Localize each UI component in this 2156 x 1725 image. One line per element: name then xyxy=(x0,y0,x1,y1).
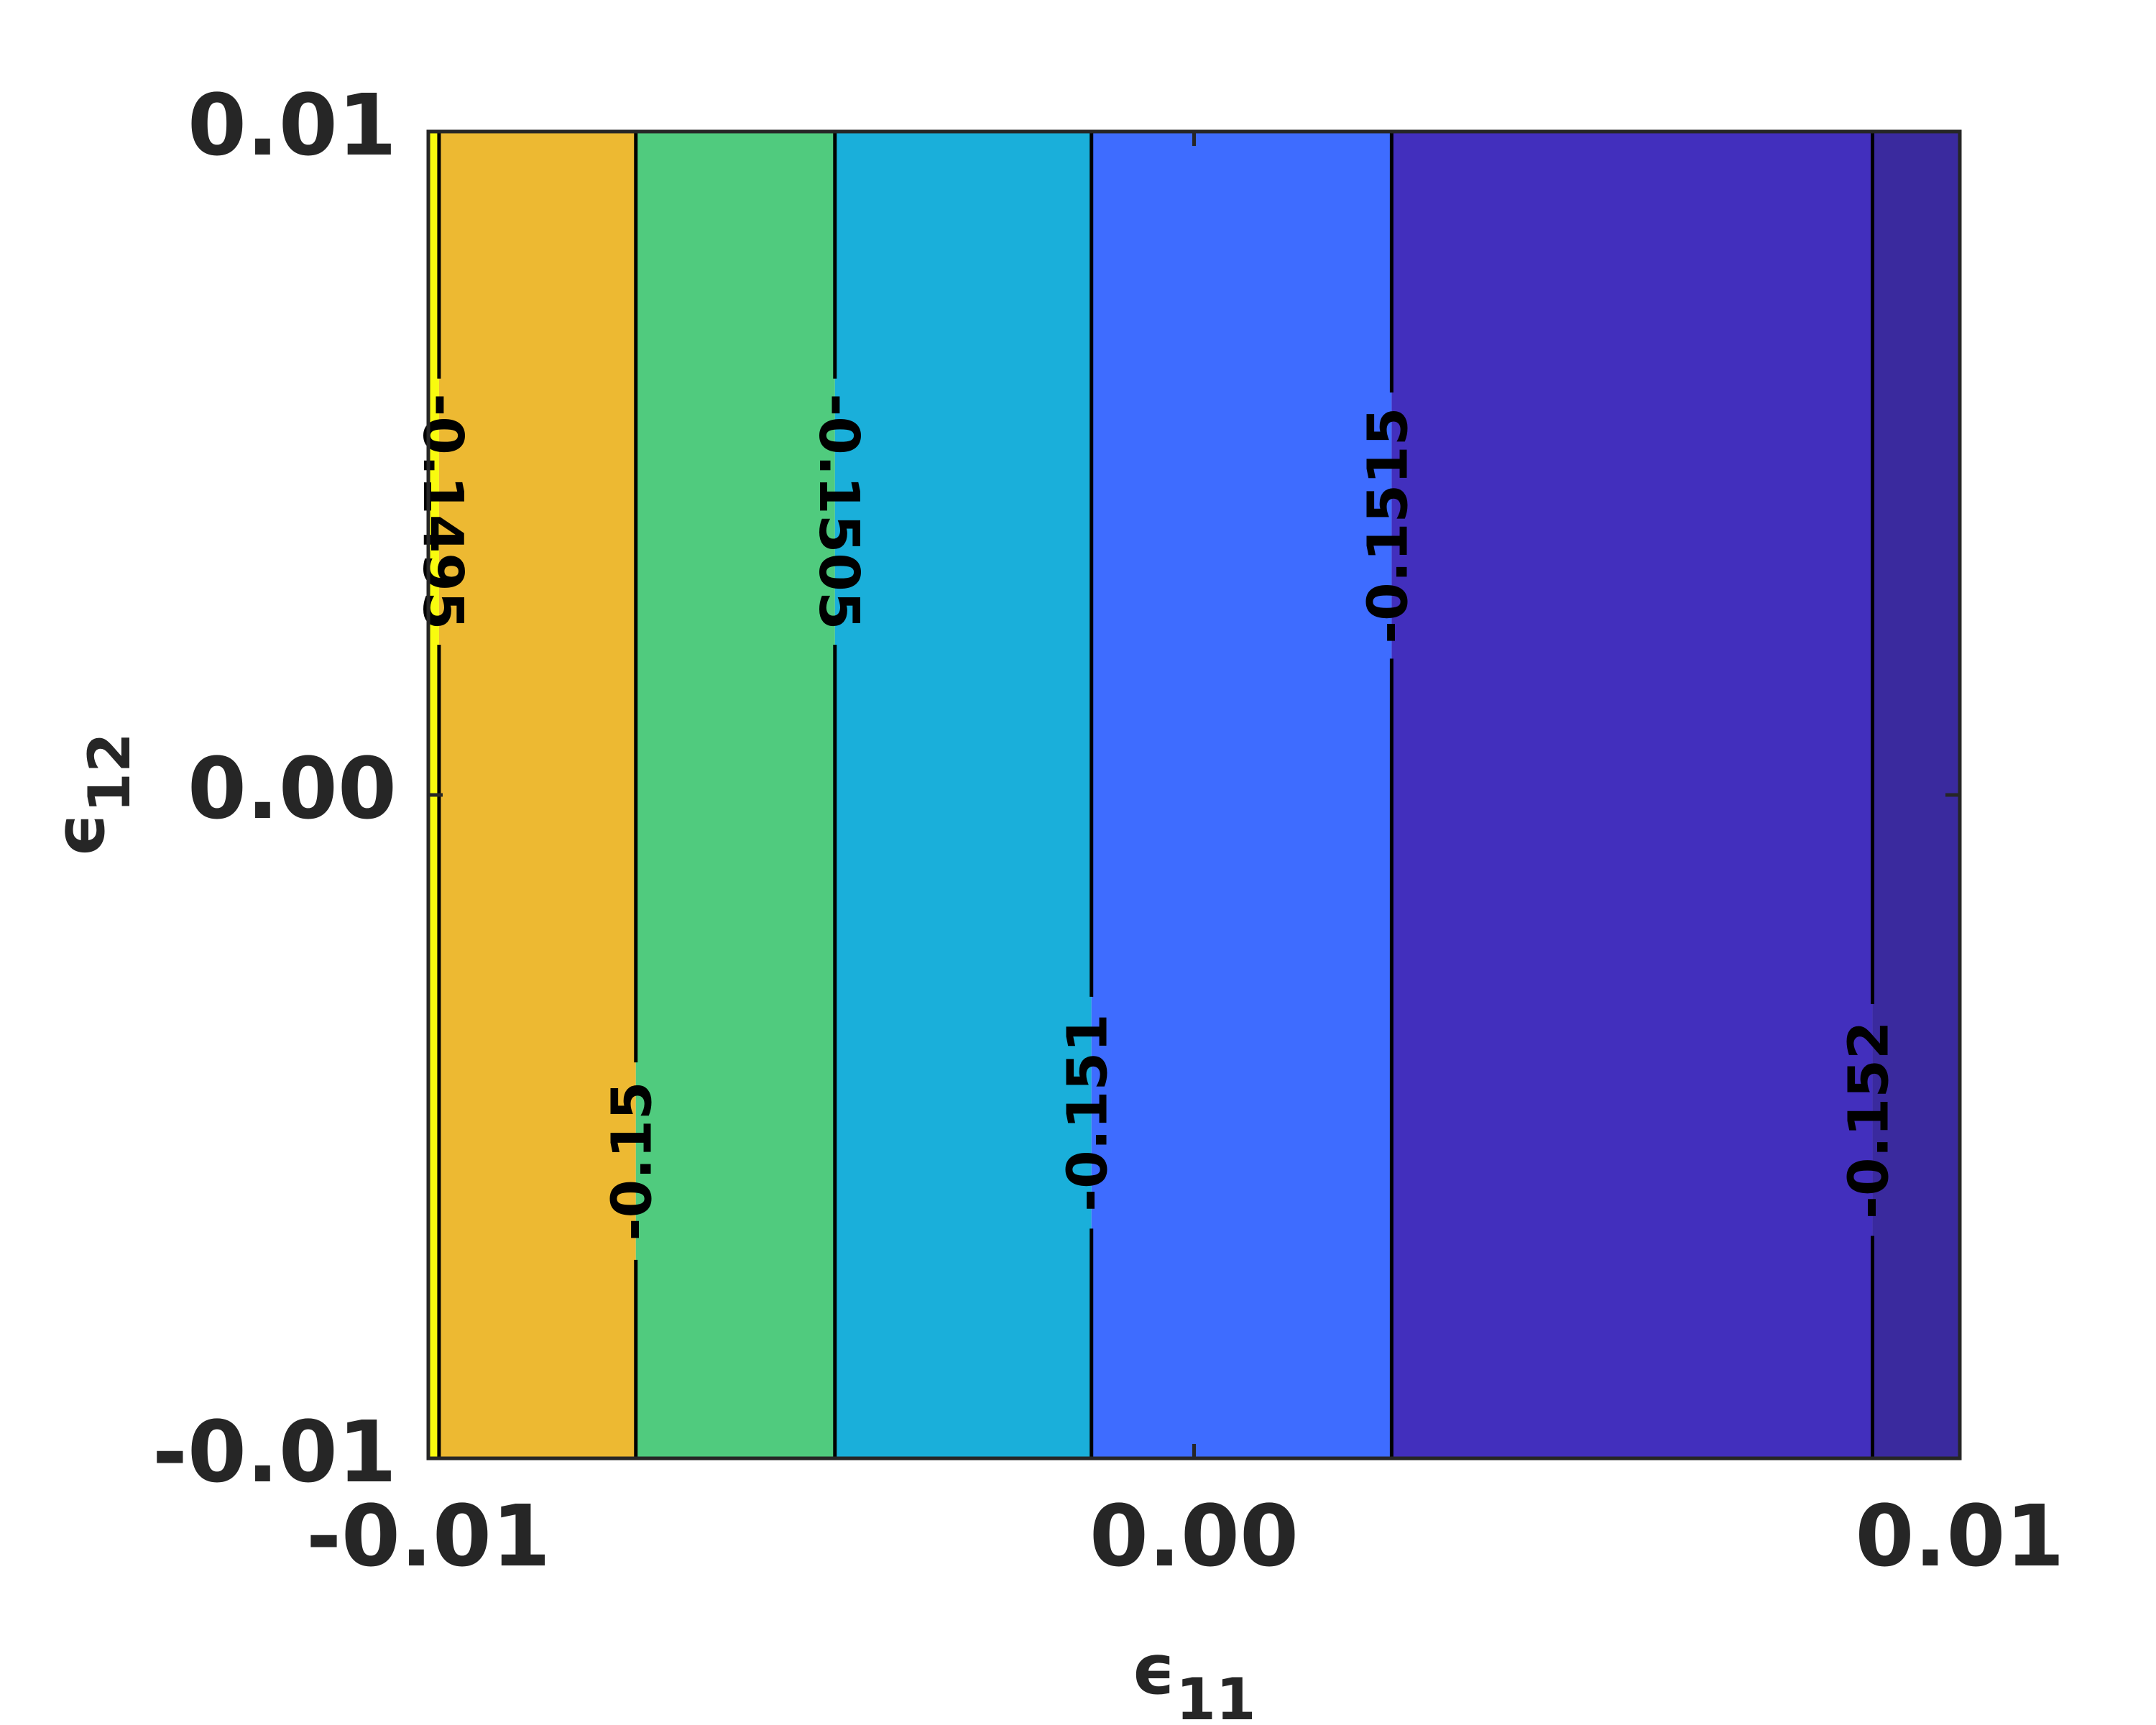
contour-label: -0.1495 xyxy=(410,393,474,630)
x-axis-label: ϵ11 xyxy=(1131,1629,1256,1725)
contour-label: -0.15 xyxy=(601,1082,665,1241)
contour-fill xyxy=(635,132,835,1458)
y-tick-label: 0.00 xyxy=(188,739,397,838)
contour-label: -0.152 xyxy=(1838,1021,1902,1220)
contour-fill xyxy=(438,132,636,1458)
contour-fill xyxy=(1391,132,1873,1458)
y-label-symbol: ϵ xyxy=(40,813,120,857)
contour-fill xyxy=(1091,132,1392,1458)
x-label-symbol: ϵ xyxy=(1131,1629,1176,1710)
contour-label: -0.1515 xyxy=(1356,408,1420,644)
x-tick-label: 0.01 xyxy=(1855,1486,2064,1586)
contour-label: -0.151 xyxy=(1056,1013,1120,1212)
contour-fill xyxy=(834,132,1092,1458)
y-label-subscript: 12 xyxy=(76,732,143,812)
x-label-subscript: 11 xyxy=(1176,1666,1256,1725)
y-tick-label: -0.01 xyxy=(152,1402,397,1501)
y-axis-label: ϵ12 xyxy=(40,732,143,857)
x-tick-label: -0.01 xyxy=(306,1486,550,1586)
y-tick-label: 0.01 xyxy=(188,75,397,175)
contour-label: -0.1505 xyxy=(806,393,870,630)
x-tick-label: 0.00 xyxy=(1089,1486,1299,1586)
contour-fill xyxy=(1872,132,1960,1458)
